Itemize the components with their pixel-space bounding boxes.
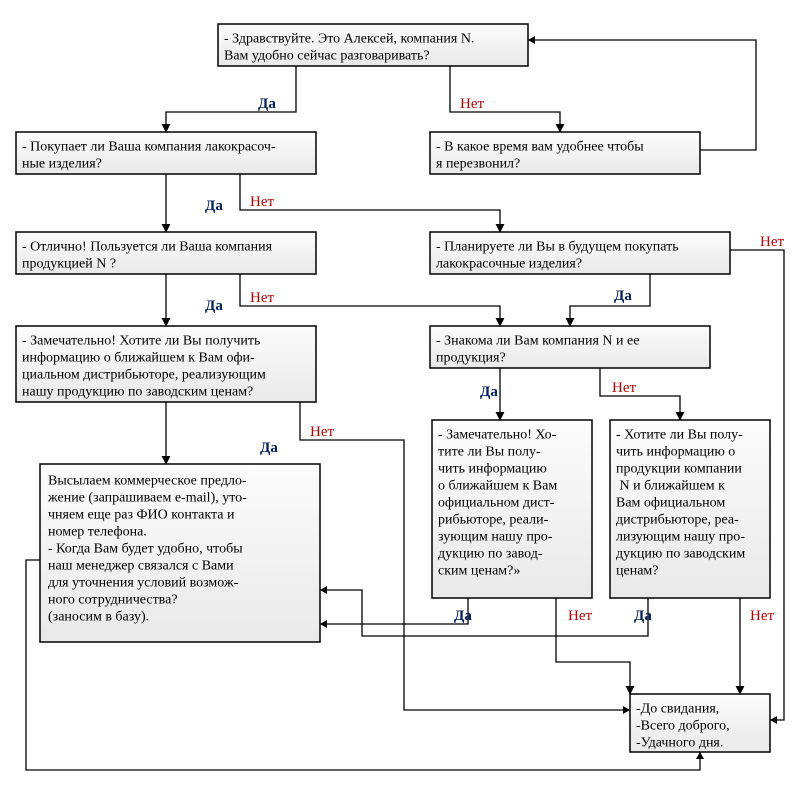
flowchart-edge [240,274,500,326]
edge-label-yes: Да [205,298,223,314]
edge-label-no: Нет [750,608,774,624]
arrowhead-icon [623,706,630,714]
edge-label-no: Нет [760,234,784,250]
flowchart-edge [166,66,296,132]
flowchart-node-n11: -До свидания,-Всего доброго,-Удачного дн… [630,694,770,752]
flowchart-node-n5: - Планируете ли Вы в будущем покупатьлак… [430,232,730,274]
arrowhead-icon [320,586,327,594]
flowchart-node-n2: - Покупает ли Ваша компания лакокрасоч-н… [16,132,316,174]
edge-label-no: Нет [612,380,636,396]
flowchart-edge [570,274,650,326]
arrowhead-icon [320,620,327,628]
flowchart-node-n9: - Замечательно! Хо-тите ли Вы полу-чить … [432,420,592,598]
edge-label-yes: Да [614,288,632,304]
arrowhead-icon [696,752,704,759]
edge-label-yes: Да [480,384,498,400]
arrowhead-icon [528,36,535,44]
edge-label-no: Нет [310,424,334,440]
edge-label-no: Нет [250,290,274,306]
flowchart-node-n3: - В какое время вам удобнее чтобыя перез… [430,132,700,174]
edge-label-no: Нет [250,194,274,210]
edge-label-no: Нет [460,96,484,112]
flowchart-node-n8: Высылаем коммерческое предло-жение (запр… [40,464,320,642]
arrowhead-icon [770,716,777,724]
flowchart-node-n6: - Замечательно! Хотите ли Вы получитьинф… [16,326,316,402]
flowchart-edge [320,598,468,624]
flowchart-node-n7: - Знакома ли Вам компания N и еепродукци… [430,326,710,368]
flowchart-node-n10: - Хотите ли Вы полу-чить информацию опро… [610,420,770,598]
edge-label-yes: Да [205,198,223,214]
edge-label-no: Нет [568,608,592,624]
flowchart-edge [240,174,500,232]
flowchart-node-n1: - Здравствуйте. Это Алексей, компания N.… [218,24,528,66]
edge-label-yes: Да [260,440,278,456]
node-text: -До свидания,-Всего доброго,-Удачного дн… [636,702,730,751]
flowchart-node-n4: - Отлично! Пользуется ли Ваша компанияпр… [16,232,316,274]
edge-label-yes: Да [634,608,652,624]
node-text: - Замечательно! Хо-тите ли Вы полу-чить … [438,428,557,579]
edge-label-yes: Да [454,608,472,624]
edge-label-yes: Да [258,96,276,112]
